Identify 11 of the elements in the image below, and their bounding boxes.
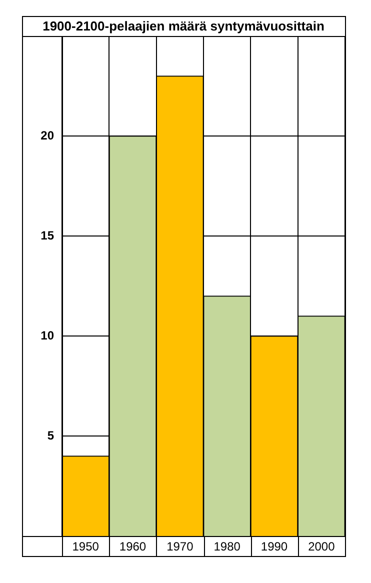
x-tick-label: 1960 bbox=[119, 540, 146, 554]
x-tick-label: 1990 bbox=[260, 540, 288, 554]
y-tick-label: 20 bbox=[40, 128, 54, 142]
chart-title: 1900-2100-pelaajien määrä syntymävuosittain bbox=[42, 18, 324, 34]
y-tick-label: 10 bbox=[40, 328, 54, 342]
y-tick-label: 5 bbox=[47, 428, 54, 442]
x-tick-label: 1950 bbox=[72, 540, 100, 554]
y-tick-label: 15 bbox=[40, 228, 54, 242]
x-tick-label: 2000 bbox=[308, 540, 336, 554]
x-tick-label: 1970 bbox=[166, 540, 194, 554]
x-tick-label: 1980 bbox=[214, 540, 241, 554]
